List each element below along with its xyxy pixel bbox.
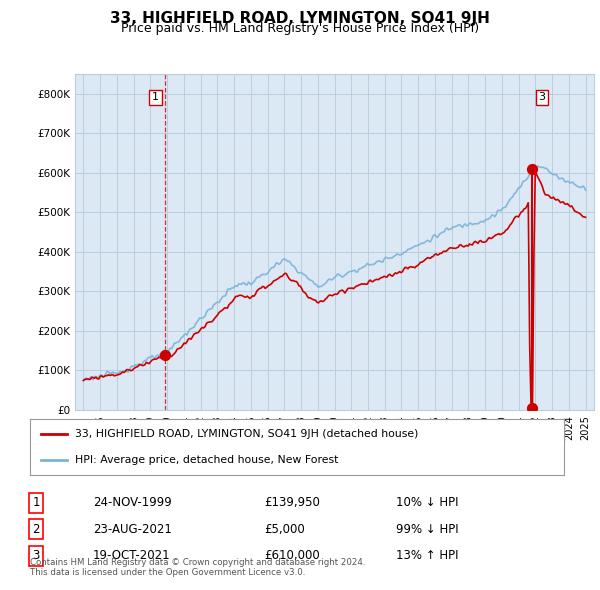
Text: 23-AUG-2021: 23-AUG-2021 (93, 523, 172, 536)
Text: £610,000: £610,000 (264, 549, 320, 562)
Text: £139,950: £139,950 (264, 496, 320, 509)
Text: 19-OCT-2021: 19-OCT-2021 (93, 549, 170, 562)
Text: 99% ↓ HPI: 99% ↓ HPI (396, 523, 458, 536)
Text: 33, HIGHFIELD ROAD, LYMINGTON, SO41 9JH (detached house): 33, HIGHFIELD ROAD, LYMINGTON, SO41 9JH … (76, 429, 419, 439)
Point (527, 164, 537, 173)
Text: Contains HM Land Registry data © Crown copyright and database right 2024.
This d: Contains HM Land Registry data © Crown c… (30, 558, 365, 577)
Text: 3: 3 (32, 549, 40, 562)
Text: 10% ↓ HPI: 10% ↓ HPI (396, 496, 458, 509)
Text: 13% ↑ HPI: 13% ↑ HPI (396, 549, 458, 562)
Text: HPI: Average price, detached house, New Forest: HPI: Average price, detached house, New … (76, 455, 339, 465)
Text: 1: 1 (32, 496, 40, 509)
Text: 33, HIGHFIELD ROAD, LYMINGTON, SO41 9JH: 33, HIGHFIELD ROAD, LYMINGTON, SO41 9JH (110, 11, 490, 25)
Text: Price paid vs. HM Land Registry's House Price Index (HPI): Price paid vs. HM Land Registry's House … (121, 22, 479, 35)
Text: £5,000: £5,000 (264, 523, 305, 536)
Text: 2: 2 (32, 523, 40, 536)
Text: 1: 1 (152, 93, 159, 103)
Point (527, 404, 537, 413)
Text: 3: 3 (539, 93, 545, 103)
Point (161, 350, 170, 359)
Text: 24-NOV-1999: 24-NOV-1999 (93, 496, 172, 509)
